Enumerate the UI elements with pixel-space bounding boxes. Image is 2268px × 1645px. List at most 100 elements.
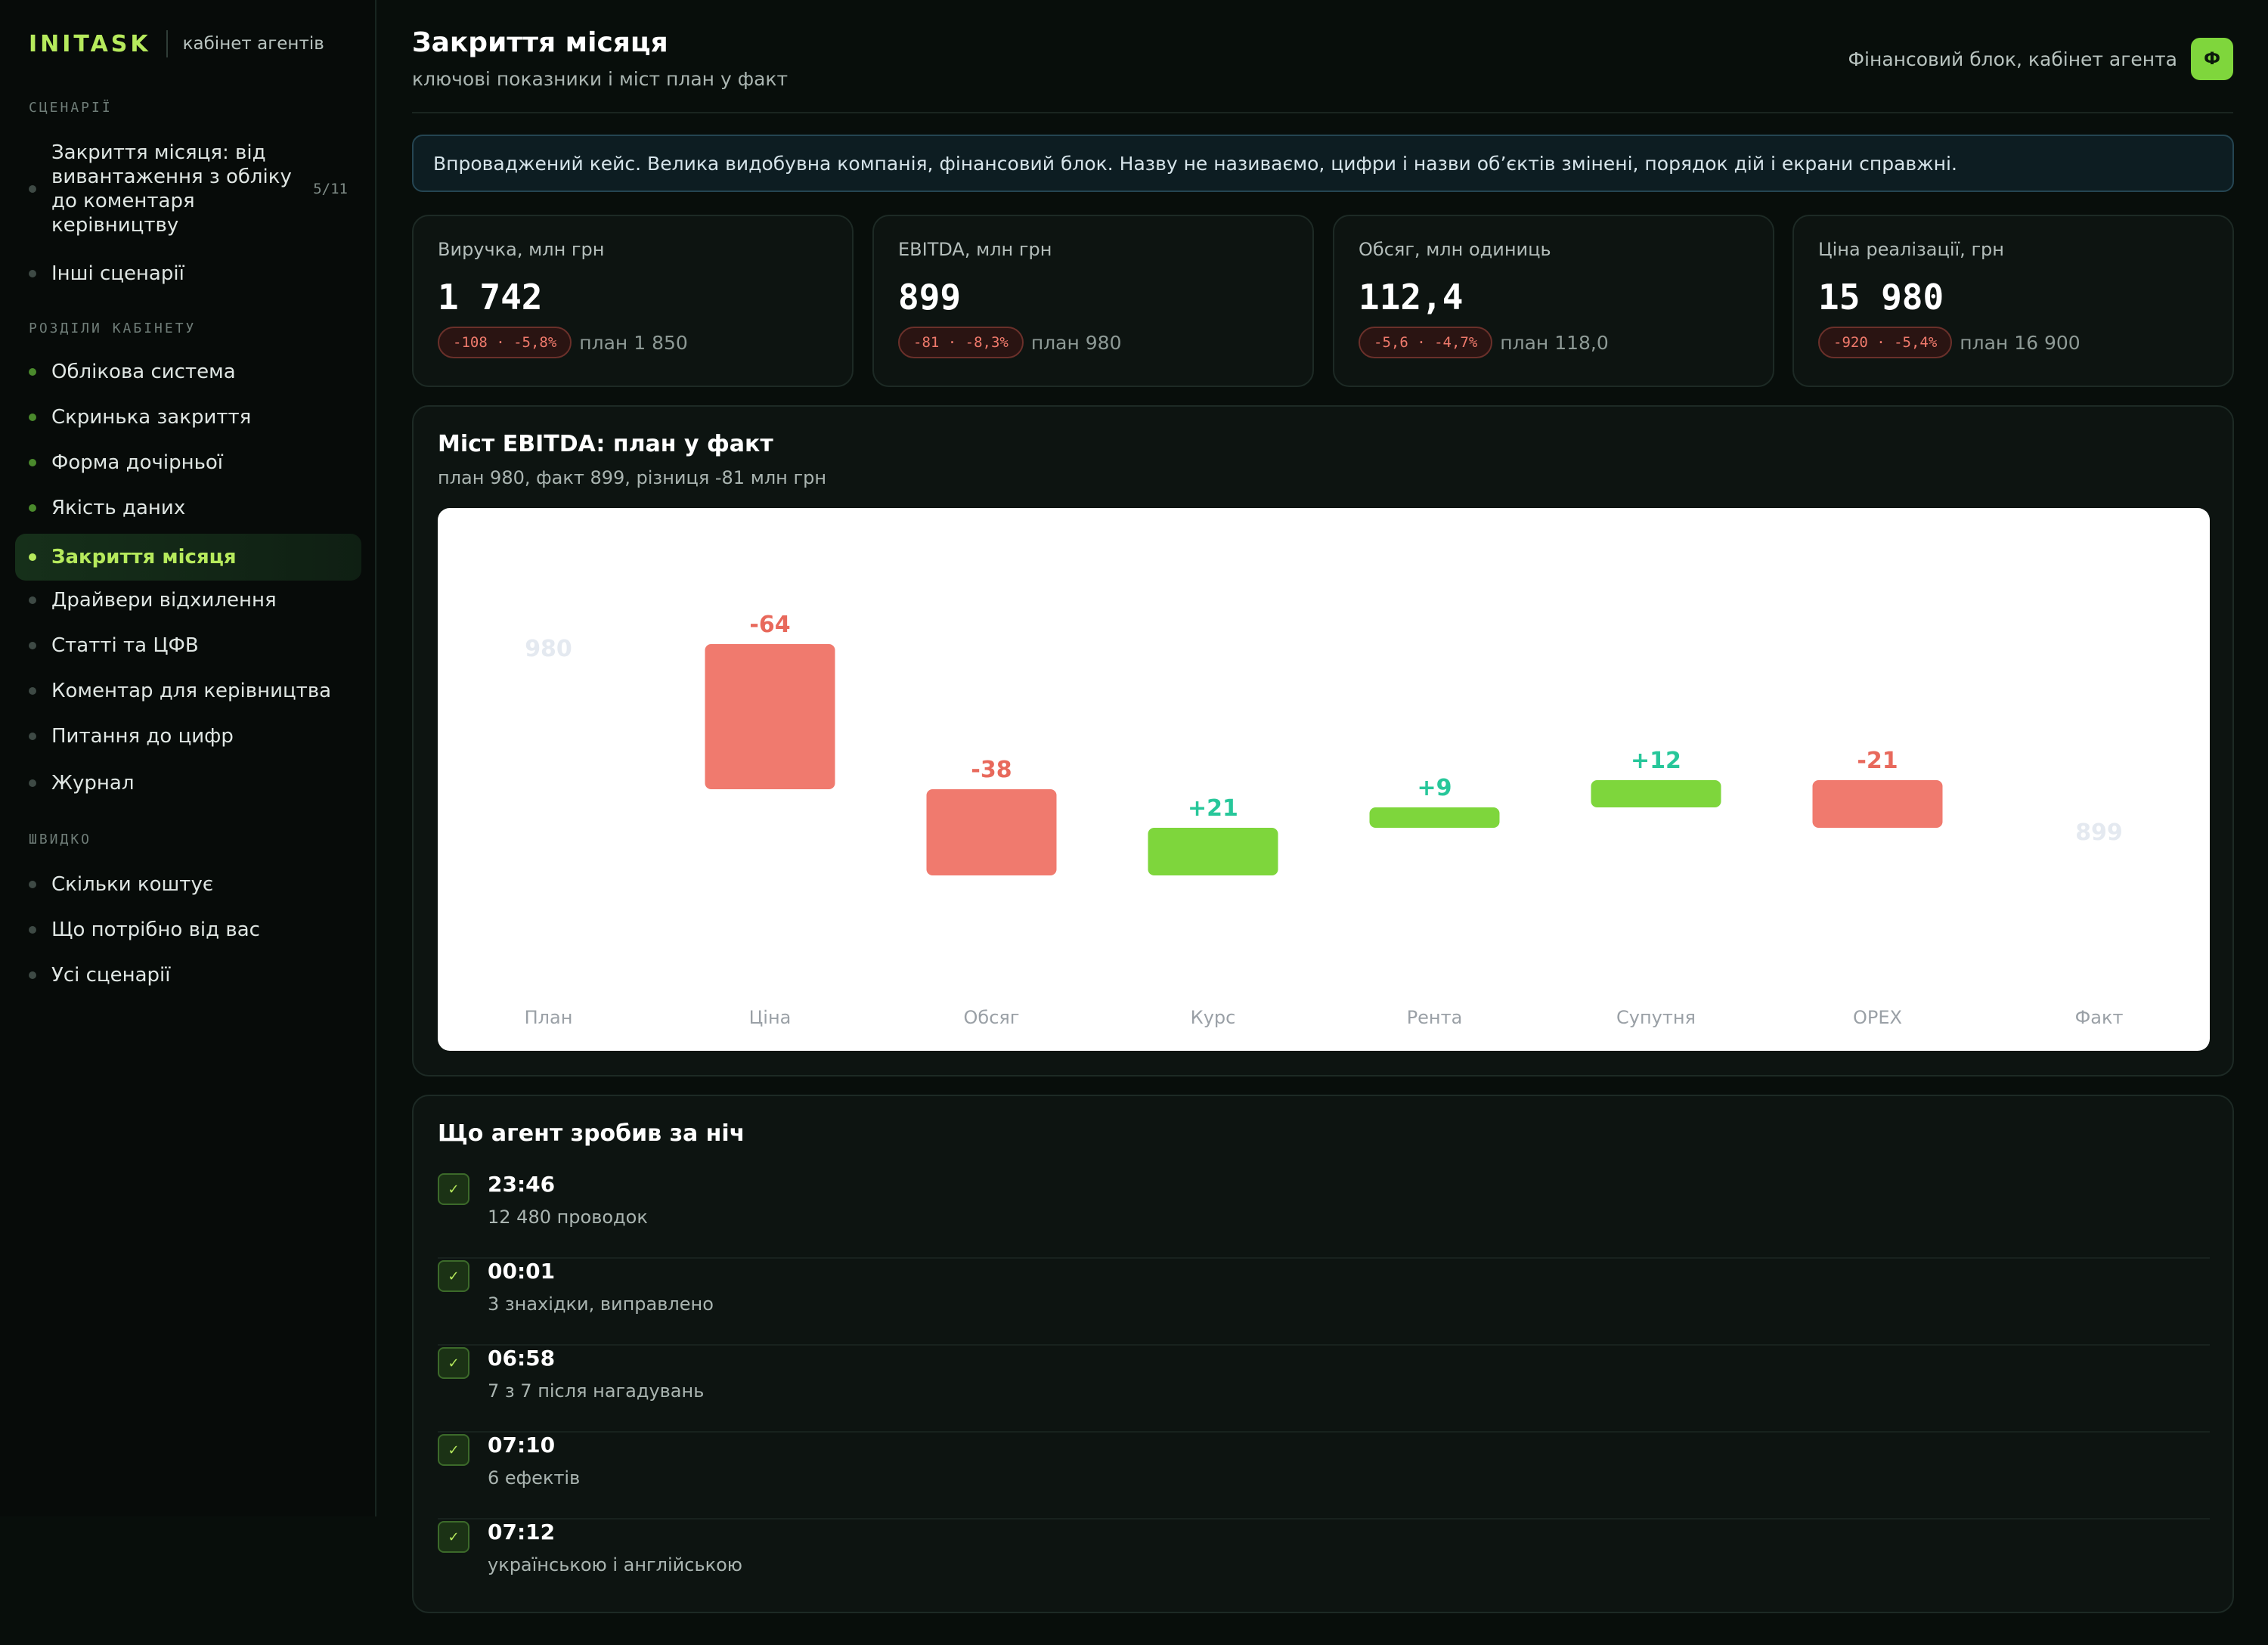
brand-divider xyxy=(166,30,168,57)
sidebar-item-label: Якість даних xyxy=(51,497,186,519)
sidebar-item-label: Статті та ЦФВ xyxy=(51,634,199,657)
sidebar-item-all-scenarios[interactable]: Усі сценарії xyxy=(15,962,361,989)
log-description: 7 з 7 після нагадувань xyxy=(488,1380,705,1402)
ebitda-bridge-panel: Міст EBITDA: план у факт план 980, факт … xyxy=(412,405,2234,1077)
data-label-1: 980 xyxy=(525,636,572,662)
sidebar-item-label: Коментар для керівництва xyxy=(51,680,332,702)
status-dot xyxy=(29,504,36,512)
kpi-value: 15 980 xyxy=(1818,277,1944,318)
bullet-dot xyxy=(29,971,36,979)
kpi-card-revenue: Виручка, млн грн 1 742 -108 · -5,8% план… xyxy=(412,215,854,387)
sidebar-item-requirements[interactable]: Що потрібно від вас xyxy=(15,916,361,943)
kpi-value: 899 xyxy=(898,277,962,318)
panel-title: Міст EBITDA: план у факт xyxy=(438,431,773,457)
log-description: 12 480 проводок xyxy=(488,1207,648,1228)
kpi-value: 1 742 xyxy=(438,277,543,318)
log-item: ✓ 07:12 українською і англійською xyxy=(438,1520,2210,1606)
sidebar-item-month-close[interactable]: Закриття місяця xyxy=(15,534,361,581)
sidebar-item-label: Облікова система xyxy=(51,361,236,383)
data-label-6: +12 xyxy=(1631,748,1681,774)
waterfall-chart: 980 План -64 Ціна -38 Обсяг +21 Курс +9 Рента +12 С… xyxy=(438,508,2210,1051)
brand-logo: INITASK xyxy=(29,30,151,57)
sidebar-item-month-close-scenario[interactable]: Закриття місяця: від вивантаження з облі… xyxy=(15,139,361,239)
page-subtitle: ключові показники і міст план у факт xyxy=(412,68,789,90)
section-label-quick: ШВИДКО xyxy=(29,832,92,847)
log-description: 6 ефектів xyxy=(488,1467,581,1489)
log-time: 06:58 xyxy=(488,1346,556,1371)
check-icon: ✓ xyxy=(438,1260,469,1292)
log-time: 23:46 xyxy=(488,1172,556,1197)
sidebar-item-other-scenarios[interactable]: Інші сценарії xyxy=(15,260,361,287)
sidebar-item-articles-cfr[interactable]: Статті та ЦФВ xyxy=(15,632,361,659)
kpi-card-ebitda: EBITDA, млн грн 899 -81 · -8,3% план 980 xyxy=(872,215,1314,387)
bar-5 xyxy=(1369,807,1500,828)
bullet-dot xyxy=(29,926,36,934)
kpi-delta-badge: -81 · -8,3% xyxy=(898,327,1024,358)
check-icon: ✓ xyxy=(438,1521,469,1553)
brand-subtitle: кабінет агентів xyxy=(182,34,324,54)
sidebar-item-management-comment[interactable]: Коментар для керівництва xyxy=(15,677,361,705)
kpi-plan: план 980 xyxy=(1030,331,1122,354)
sidebar-item-label: Питання до цифр xyxy=(51,725,234,748)
kpi-plan: план 1 850 xyxy=(579,331,688,354)
scenario-progress-count: 5/11 xyxy=(313,181,348,197)
bar-7 xyxy=(1812,780,1943,828)
bullet-dot xyxy=(29,779,36,787)
x-tick-label-3: Обсяг xyxy=(964,1007,1020,1028)
bullet-dot xyxy=(29,270,36,277)
kpi-delta-badge: -108 · -5,8% xyxy=(438,327,572,358)
x-tick-label-5: Рента xyxy=(1407,1007,1463,1028)
bar-4 xyxy=(1148,828,1278,875)
user-menu[interactable]: Фінансовий блок, кабінет агента Ф xyxy=(1848,38,2233,80)
sidebar-item-data-quality[interactable]: Якість даних xyxy=(15,494,361,522)
kpi-delta-badge: -920 · -5,4% xyxy=(1818,327,1953,358)
bar-3 xyxy=(926,789,1057,875)
sidebar-item-questions-to-figures[interactable]: Питання до цифр xyxy=(15,723,361,750)
sidebar-item-closing-inbox[interactable]: Скринька закриття xyxy=(15,404,361,431)
data-label-8: 899 xyxy=(2075,819,2123,846)
sidebar-item-variance-drivers[interactable]: Драйвери відхилення xyxy=(15,587,361,614)
bullet-dot xyxy=(29,881,36,888)
kpi-label: EBITDA, млн грн xyxy=(898,239,1052,260)
check-icon: ✓ xyxy=(438,1173,469,1205)
sidebar-item-label: Закриття місяця: від вивантаження з облі… xyxy=(51,141,292,237)
bar-6 xyxy=(1591,780,1721,807)
sidebar-item-pricing[interactable]: Скільки коштує xyxy=(15,871,361,898)
waterfall-chart-svg: 980 План -64 Ціна -38 Обсяг +21 Курс +9 Рента +12 С… xyxy=(525,612,2124,1028)
sidebar-item-journal[interactable]: Журнал xyxy=(15,770,361,797)
kpi-value: 112,4 xyxy=(1359,277,1464,318)
page-title: Закриття місяця xyxy=(412,27,668,58)
data-label-7: -21 xyxy=(1857,748,1898,774)
sidebar-item-label: Драйвери відхилення xyxy=(51,589,277,612)
x-tick-label-2: Ціна xyxy=(749,1007,792,1028)
kpi-label: Обсяг, млн одиниць xyxy=(1359,239,1551,260)
sidebar-item-label: Форма дочірньої xyxy=(51,451,224,474)
log-time: 00:01 xyxy=(488,1259,556,1284)
kpi-label: Виручка, млн грн xyxy=(438,239,605,260)
data-label-4: +21 xyxy=(1188,795,1238,822)
bullet-dot xyxy=(29,733,36,740)
sidebar-item-subsidiary-form[interactable]: Форма дочірньої xyxy=(15,449,361,476)
active-dot xyxy=(29,553,36,561)
kpi-card-volume: Обсяг, млн одиниць 112,4 -5,6 · -4,7% пл… xyxy=(1333,215,1774,387)
section-label-scenarios: СЦЕНАРІЇ xyxy=(29,100,113,116)
status-dot xyxy=(29,459,36,466)
panel-subtitle: план 980, факт 899, різниця -81 млн грн xyxy=(438,467,827,488)
check-icon: ✓ xyxy=(438,1434,469,1466)
kpi-card-sale-price: Ціна реалізації, грн 15 980 -920 · -5,4%… xyxy=(1792,215,2234,387)
sidebar-item-accounting-system[interactable]: Облікова система xyxy=(15,358,361,386)
kpi-plan: план 16 900 xyxy=(1960,331,2081,354)
sidebar-item-label: Закриття місяця xyxy=(51,546,237,568)
avatar[interactable]: Ф xyxy=(2191,38,2233,80)
log-time: 07:12 xyxy=(488,1520,556,1544)
status-dot xyxy=(29,368,36,376)
sidebar-item-label: Журнал xyxy=(51,772,135,795)
sidebar: INITASK кабінет агентів СЦЕНАРІЇ Закритт… xyxy=(0,0,376,1516)
overnight-log-panel: Що агент зробив за ніч ✓ 23:46 12 480 пр… xyxy=(412,1095,2234,1613)
bullet-dot xyxy=(29,185,36,193)
status-dot xyxy=(29,414,36,421)
bullet-dot xyxy=(29,687,36,695)
log-description: 3 знахідки, виправлено xyxy=(488,1293,714,1315)
bullet-dot xyxy=(29,642,36,649)
brand[interactable]: INITASK кабінет агентів xyxy=(29,29,324,59)
